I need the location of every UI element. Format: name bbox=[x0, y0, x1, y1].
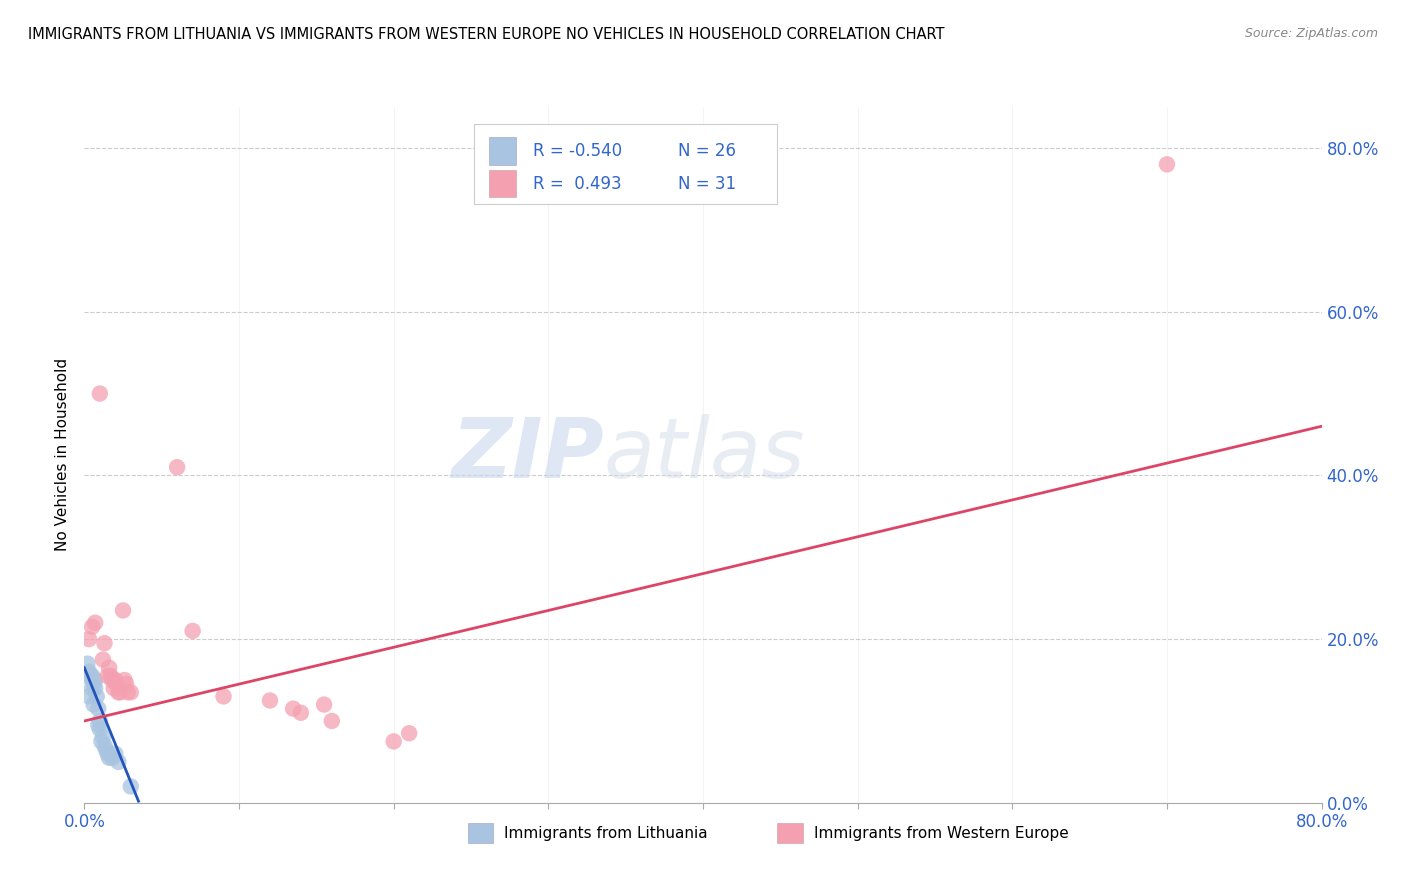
Point bbox=[104, 673, 127, 687]
Point bbox=[82, 669, 104, 683]
Point bbox=[91, 652, 114, 666]
Point bbox=[93, 739, 115, 753]
Point bbox=[112, 603, 135, 617]
Point bbox=[259, 693, 281, 707]
Point bbox=[382, 734, 405, 748]
Point bbox=[101, 673, 124, 687]
Text: ZIP: ZIP bbox=[451, 415, 605, 495]
Point bbox=[75, 669, 97, 683]
Point bbox=[89, 722, 111, 736]
Point bbox=[77, 690, 100, 704]
Point bbox=[104, 747, 127, 761]
Point bbox=[87, 701, 110, 715]
Point bbox=[212, 690, 235, 704]
Point bbox=[82, 681, 104, 696]
Point bbox=[86, 690, 108, 704]
Point bbox=[84, 673, 107, 687]
Point bbox=[101, 751, 124, 765]
Point bbox=[117, 685, 139, 699]
Text: Immigrants from Western Europe: Immigrants from Western Europe bbox=[814, 826, 1069, 840]
Point bbox=[115, 677, 138, 691]
Point bbox=[107, 755, 129, 769]
Point bbox=[120, 780, 142, 794]
Text: N = 26: N = 26 bbox=[678, 142, 737, 160]
Point bbox=[103, 681, 125, 696]
Point bbox=[283, 701, 305, 715]
Point bbox=[107, 685, 129, 699]
Point bbox=[398, 726, 420, 740]
Point bbox=[79, 669, 101, 683]
Point bbox=[98, 661, 121, 675]
Text: atlas: atlas bbox=[605, 415, 806, 495]
Point bbox=[97, 747, 120, 761]
Point bbox=[98, 751, 121, 765]
Point bbox=[91, 731, 114, 745]
Text: N = 31: N = 31 bbox=[678, 175, 737, 193]
Point bbox=[82, 620, 104, 634]
Point bbox=[77, 665, 100, 679]
Point bbox=[87, 718, 110, 732]
FancyBboxPatch shape bbox=[489, 137, 516, 165]
Point bbox=[83, 677, 105, 691]
Point bbox=[105, 677, 128, 691]
Point bbox=[114, 673, 136, 687]
Point bbox=[1156, 157, 1178, 171]
Point bbox=[97, 669, 120, 683]
Point bbox=[120, 685, 142, 699]
Point bbox=[321, 714, 343, 728]
Point bbox=[166, 460, 188, 475]
Point bbox=[90, 734, 112, 748]
Point bbox=[77, 632, 100, 646]
Text: Source: ZipAtlas.com: Source: ZipAtlas.com bbox=[1244, 27, 1378, 40]
FancyBboxPatch shape bbox=[489, 169, 516, 197]
Point bbox=[89, 386, 111, 401]
Text: R = -0.540: R = -0.540 bbox=[533, 142, 623, 160]
Text: Immigrants from Lithuania: Immigrants from Lithuania bbox=[505, 826, 709, 840]
Point bbox=[108, 685, 131, 699]
Point bbox=[89, 714, 111, 728]
Point bbox=[290, 706, 312, 720]
Point bbox=[76, 657, 98, 671]
Point bbox=[181, 624, 204, 638]
Point bbox=[94, 742, 117, 756]
Text: IMMIGRANTS FROM LITHUANIA VS IMMIGRANTS FROM WESTERN EUROPE NO VEHICLES IN HOUSE: IMMIGRANTS FROM LITHUANIA VS IMMIGRANTS … bbox=[28, 27, 945, 42]
Point bbox=[93, 636, 115, 650]
Y-axis label: No Vehicles in Household: No Vehicles in Household bbox=[55, 359, 70, 551]
Point bbox=[84, 615, 107, 630]
Point bbox=[100, 669, 122, 683]
Text: R =  0.493: R = 0.493 bbox=[533, 175, 621, 193]
FancyBboxPatch shape bbox=[474, 124, 778, 204]
Point bbox=[83, 698, 105, 712]
Point bbox=[314, 698, 336, 712]
Point bbox=[84, 681, 107, 696]
